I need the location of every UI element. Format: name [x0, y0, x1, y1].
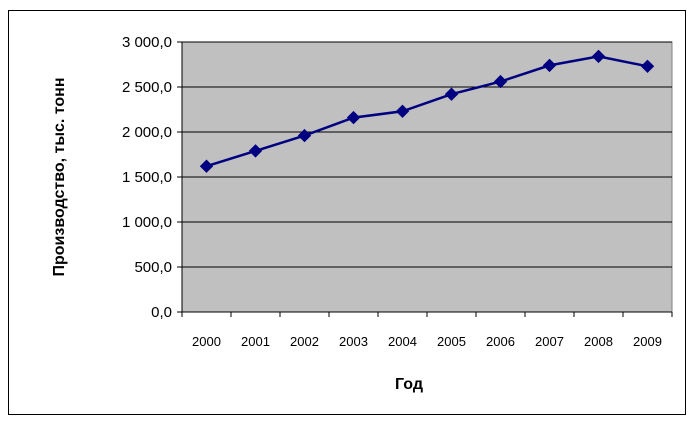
y-tick-label: 3 000,0	[122, 34, 172, 51]
y-tick-label: 0,0	[151, 304, 172, 321]
x-axis-title: Год	[395, 376, 423, 393]
x-tick-label: 2000	[192, 334, 221, 349]
y-tick-label: 1 000,0	[122, 214, 172, 231]
data-point-marker	[248, 144, 263, 158]
x-tick-label: 2004	[388, 334, 417, 349]
y-tick-label: 2 000,0	[122, 124, 172, 141]
grid-lines	[182, 41, 672, 268]
x-tick-label: 2005	[437, 334, 466, 349]
x-tick-label: 2006	[486, 334, 515, 349]
data-point-marker	[297, 128, 312, 143]
y-tick-label: 500,0	[134, 259, 172, 276]
series-group	[199, 49, 655, 173]
y-tick-label: 2 500,0	[122, 79, 172, 96]
x-tick-label: 2009	[633, 334, 662, 349]
data-point-marker	[346, 110, 361, 125]
data-point-marker	[444, 87, 459, 101]
x-tick-label: 2003	[339, 334, 368, 349]
data-point-marker	[199, 159, 214, 173]
y-axis: 0,0 500,0 1 000,0 1 500,0 2 000,0 2 500,0 3 00…	[122, 34, 183, 321]
data-point-marker	[542, 58, 557, 73]
data-point-marker	[640, 59, 655, 74]
x-tick-label: 2008	[584, 334, 613, 349]
x-axis: 2000 2001 2002 2003 2004 2005 2006 2007 2008 2009	[181, 311, 673, 349]
data-point-marker	[493, 74, 508, 89]
x-tick-label: 2007	[535, 334, 564, 349]
data-point-marker	[395, 104, 410, 119]
data-point-marker	[591, 49, 606, 64]
x-tick-label: 2002	[290, 334, 319, 349]
series-line	[206, 55, 648, 168]
y-tick-label: 1 500,0	[122, 169, 172, 186]
x-tick-label: 2001	[241, 334, 270, 349]
y-axis-title: Производство, тыс. тонн	[51, 77, 68, 276]
